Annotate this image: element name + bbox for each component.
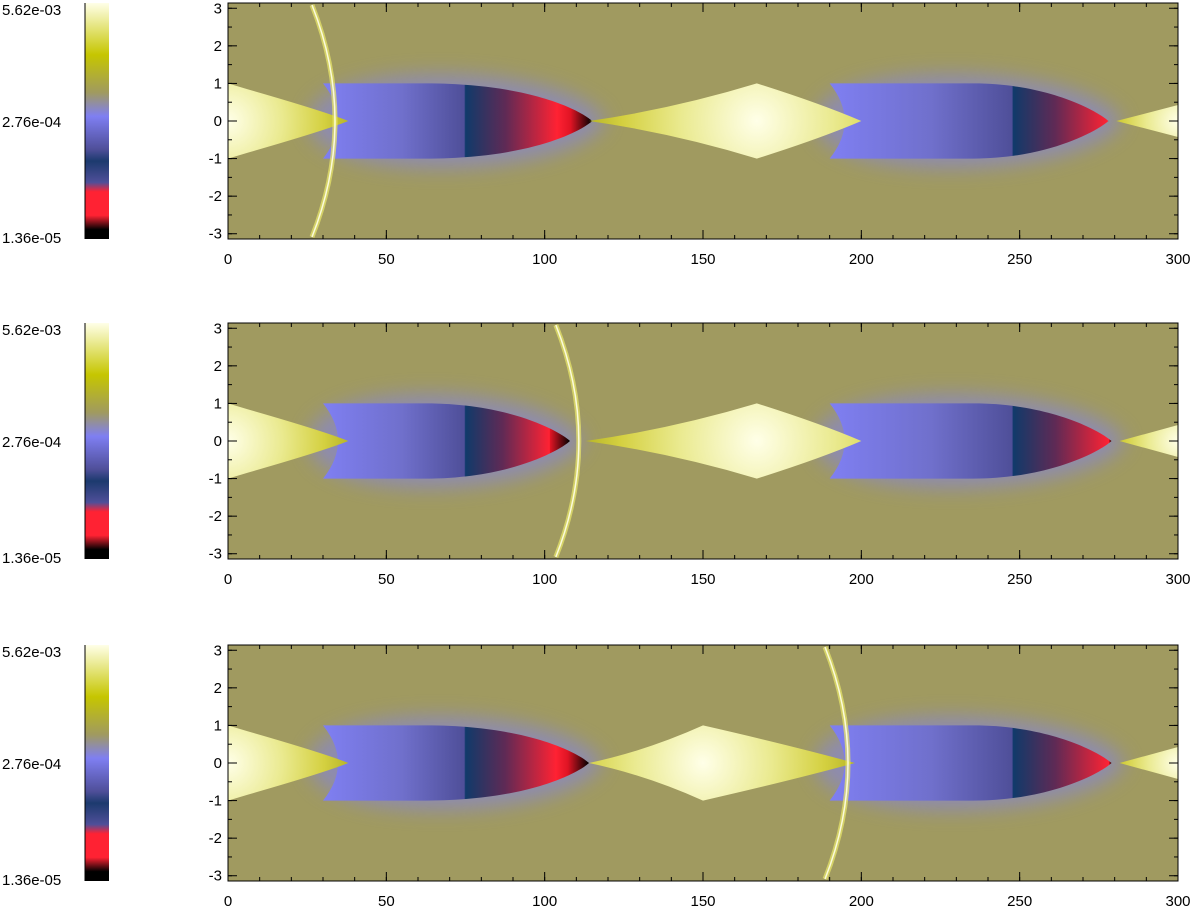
colorbar-label-min: 1.36e-05 [2, 230, 61, 247]
cavity-1 [323, 83, 593, 159]
cavity-1 [323, 725, 589, 801]
x-tick-label: 250 [1007, 251, 1032, 268]
x-tick-label: 250 [1007, 893, 1032, 910]
y-tick-label: -1 [209, 151, 222, 168]
chart-panel-2: 5.62e-03 2.76e-04 1.36e-05 0 50 100 150 200 250 3… [2, 320, 1191, 588]
y-tick-label: -3 [209, 226, 222, 243]
y-tick-label: 0 [214, 433, 222, 450]
y-tick-label: -2 [209, 188, 222, 205]
y-tick-label: 0 [214, 755, 222, 772]
shock-front-core [824, 646, 849, 880]
y-tick-label: 2 [214, 38, 222, 55]
jet-2 [589, 725, 855, 801]
shock-front-core [555, 324, 580, 558]
colorbar-label-max: 5.62e-03 [2, 644, 61, 661]
x-tick-label: 100 [532, 571, 557, 588]
shock-front-core [311, 4, 336, 238]
x-tick-label: 200 [849, 571, 874, 588]
x-tick-label: 0 [224, 571, 232, 588]
chart-panel-3: 5.62e-03 2.76e-04 1.36e-05 0 50 100 150 200 250 3… [2, 642, 1191, 910]
x-tick-label: 300 [1165, 571, 1190, 588]
x-tick-label: 50 [378, 251, 395, 268]
y-tick-label: 1 [214, 395, 222, 412]
y-tick-label: -1 [209, 793, 222, 810]
jet-2 [589, 83, 862, 159]
y-tick-label: 1 [214, 717, 222, 734]
y-tick-label: 3 [214, 320, 222, 337]
x-tick-label: 0 [224, 893, 232, 910]
jet-1 [228, 83, 349, 159]
cavity-2 [829, 725, 1112, 801]
y-tick-label: 0 [214, 113, 222, 130]
colorbar-label-mid: 2.76e-04 [2, 434, 61, 451]
x-tick-label: 100 [532, 251, 557, 268]
jet-3 [1119, 425, 1178, 457]
cavity-1 [323, 403, 570, 479]
y-tick-label: -1 [209, 471, 222, 488]
y-tick-label: 2 [214, 358, 222, 375]
jet-2 [585, 403, 862, 479]
colorbar [85, 323, 109, 559]
jet-1 [228, 725, 349, 801]
jet-3 [1116, 105, 1178, 137]
x-tick-label: 50 [378, 893, 395, 910]
cavity-2 [829, 83, 1109, 159]
y-tick-label: -3 [209, 868, 222, 885]
y-tick-label: 1 [214, 75, 222, 92]
x-tick-label: 150 [690, 893, 715, 910]
heatmap-field [228, 323, 1178, 559]
colorbar-label-min: 1.36e-05 [2, 550, 61, 567]
x-tick-label: 150 [690, 571, 715, 588]
colorbar-label-max: 5.62e-03 [2, 322, 61, 339]
x-tick-label: 0 [224, 251, 232, 268]
x-tick-label: 300 [1165, 251, 1190, 268]
chart-panel-1: 5.62e-03 2.76e-04 1.36e-05 0 50 100 150 200 250 3… [2, 0, 1191, 268]
jet-3 [1119, 747, 1178, 779]
colorbar-label-mid: 2.76e-04 [2, 756, 61, 773]
jet-1 [228, 403, 349, 479]
y-tick-label: 3 [214, 642, 222, 659]
colorbar-label-max: 5.62e-03 [2, 2, 61, 19]
y-tick-label: 3 [214, 0, 222, 17]
colorbar [85, 3, 109, 239]
x-tick-label: 300 [1165, 893, 1190, 910]
x-tick-label: 200 [849, 251, 874, 268]
colorbar-label-min: 1.36e-05 [2, 872, 61, 889]
x-tick-label: 50 [378, 571, 395, 588]
x-tick-label: 200 [849, 893, 874, 910]
y-tick-label: -2 [209, 830, 222, 847]
y-tick-label: -2 [209, 508, 222, 525]
heatmap-field [228, 645, 1178, 881]
heatmap-field [228, 3, 1178, 239]
y-tick-label: 2 [214, 680, 222, 697]
y-tick-label: -3 [209, 546, 222, 563]
cavity-2 [829, 403, 1112, 479]
x-tick-label: 150 [690, 251, 715, 268]
x-tick-label: 250 [1007, 571, 1032, 588]
colorbar-label-mid: 2.76e-04 [2, 114, 61, 131]
x-tick-label: 100 [532, 893, 557, 910]
colorbar [85, 645, 109, 881]
